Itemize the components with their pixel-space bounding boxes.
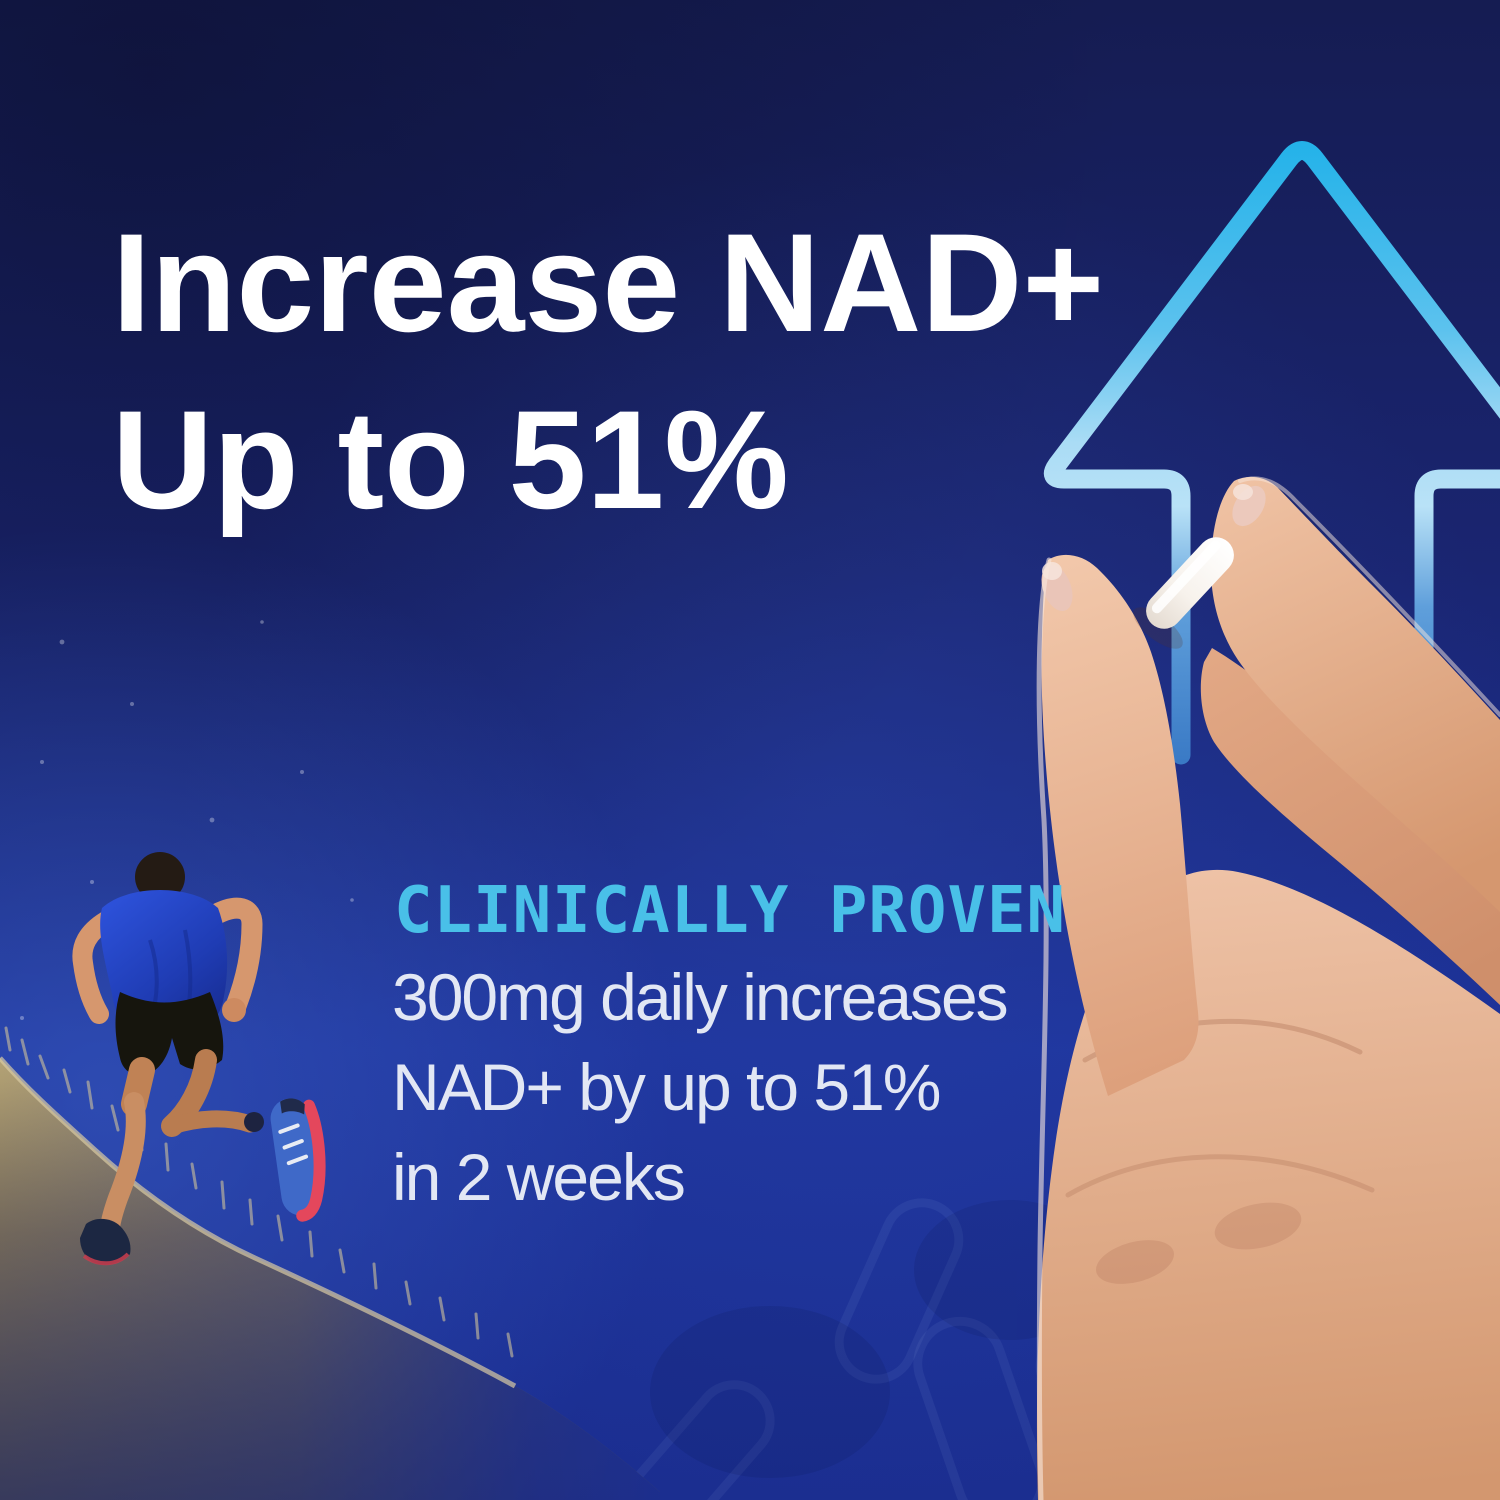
growth-arrow-icon	[1043, 141, 1500, 770]
headline-line-2: Up to 51%	[112, 380, 789, 538]
runner-shoe-left	[80, 1218, 131, 1265]
hillside	[0, 1026, 660, 1500]
runner-photo	[0, 852, 660, 1500]
index-nail	[1232, 484, 1266, 527]
runner-arm-right	[202, 897, 263, 1017]
runner-shoe-left-sole	[82, 1252, 130, 1266]
headline-line-1: Increase NAD+	[112, 203, 1105, 361]
capsule-pill	[1146, 537, 1234, 629]
index-finger	[1210, 476, 1500, 912]
runner-head	[135, 852, 185, 902]
claim-line-2: NAD+ by up to 51%	[392, 1050, 941, 1124]
runner-arm-left	[72, 911, 116, 1024]
star-field	[20, 620, 404, 1020]
runner-shoe-right	[270, 1098, 326, 1222]
claim-line-1: 300mg daily increases	[392, 960, 1009, 1034]
runner-figure	[72, 852, 326, 1266]
page-title: Increase NAD+ Up to 51%	[112, 194, 1104, 548]
hand-holding-capsule	[1036, 476, 1500, 1500]
hand-rim-light	[1036, 476, 1500, 1500]
thumb	[1041, 554, 1199, 1096]
knuckle-shadows	[1096, 1202, 1302, 1284]
runner-calf-right	[163, 1110, 259, 1135]
hill-crest-highlight	[0, 1056, 517, 1389]
pill-shadow	[1133, 607, 1183, 649]
middle-finger	[1200, 648, 1500, 1005]
dosage-claim-text: 300mg daily increases NAD+ by up to 51% …	[392, 952, 1009, 1222]
runner-calf-left	[100, 1092, 146, 1237]
runner-fist-right	[222, 998, 246, 1022]
runner-sock-right	[244, 1112, 264, 1132]
claim-line-3: in 2 weeks	[392, 1140, 686, 1214]
clinically-proven-label: CLINICALLY PROVEN	[394, 874, 1067, 948]
